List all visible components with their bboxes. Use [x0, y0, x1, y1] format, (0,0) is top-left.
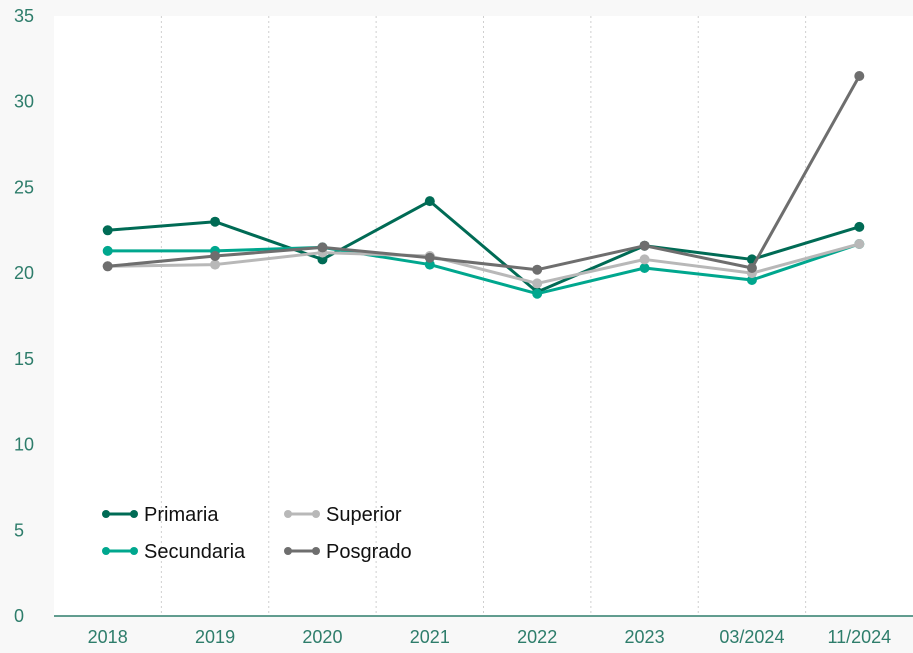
data-point [317, 254, 328, 265]
y-tick-label: 10 [14, 435, 34, 455]
x-tick-label: 2022 [517, 627, 557, 647]
vertical-gridlines [160, 16, 807, 616]
axes: 0 5 10 15 20 25 30 35 2018 2019 2020 2021 2022 2023 03… [14, 6, 913, 647]
data-point [746, 275, 757, 285]
y-tick-label: 0 [14, 606, 24, 626]
y-tick-label: 35 [14, 6, 34, 26]
legend-label: Secundaria [144, 541, 246, 563]
x-tick-label: 03/2024 [719, 627, 784, 647]
x-tick-label: 11/2024 [827, 627, 891, 647]
y-tick-label: 15 [14, 349, 34, 369]
data-point [639, 240, 650, 251]
data-point [210, 251, 221, 261]
series-line [107, 242, 860, 296]
legend-swatch-dot [284, 547, 292, 555]
x-tick-label: 2020 [302, 627, 342, 647]
data-point [854, 71, 865, 81]
series-lines [102, 71, 865, 299]
legend-item-superior: Superior [284, 504, 402, 526]
legend-item-primaria: Primaria [102, 504, 219, 526]
x-tick-label: 2021 [410, 627, 450, 647]
legend-label: Primaria [144, 504, 219, 526]
legend-label: Posgrado [326, 541, 412, 563]
legend-item-posgrado: Posgrado [284, 541, 412, 563]
legend-swatch-dot [102, 547, 110, 555]
data-point [424, 252, 435, 263]
x-tick-label: 2023 [625, 627, 665, 647]
legend-item-secundaria: Secundaria [102, 541, 246, 563]
y-tick-label: 20 [14, 263, 34, 283]
data-point [424, 196, 435, 207]
y-tick-label: 25 [14, 177, 34, 197]
data-point [424, 259, 435, 270]
data-point [102, 245, 113, 256]
x-tick-label: 2018 [88, 627, 128, 647]
y-tick-label: 30 [14, 92, 34, 112]
series-line [107, 75, 861, 272]
data-point [854, 221, 865, 232]
data-point [317, 242, 328, 253]
data-point [639, 263, 650, 273]
data-point [210, 259, 221, 270]
data-point [102, 225, 113, 236]
legend-swatch-dot [130, 510, 138, 518]
legend-swatch-dot [102, 510, 110, 518]
y-tick-label: 5 [14, 520, 24, 540]
data-point [102, 261, 113, 272]
data-point [854, 239, 865, 249]
legend-label: Superior [326, 504, 402, 526]
series-line [107, 199, 860, 294]
x-tick-label: 2019 [195, 627, 235, 647]
data-point [532, 264, 543, 275]
legend-swatch-dot [284, 510, 292, 518]
data-point [639, 254, 650, 265]
legend-swatch-dot [312, 547, 320, 555]
data-point [210, 216, 221, 227]
legend-swatch-dot [312, 510, 320, 518]
data-point [532, 288, 543, 299]
data-point [532, 278, 543, 289]
series-line [107, 242, 860, 285]
series-posgrado [102, 71, 865, 275]
chart-legend: Primaria Superior Secundaria Posgrado [102, 504, 412, 563]
legend-swatch-dot [130, 547, 138, 555]
data-point [746, 263, 757, 273]
